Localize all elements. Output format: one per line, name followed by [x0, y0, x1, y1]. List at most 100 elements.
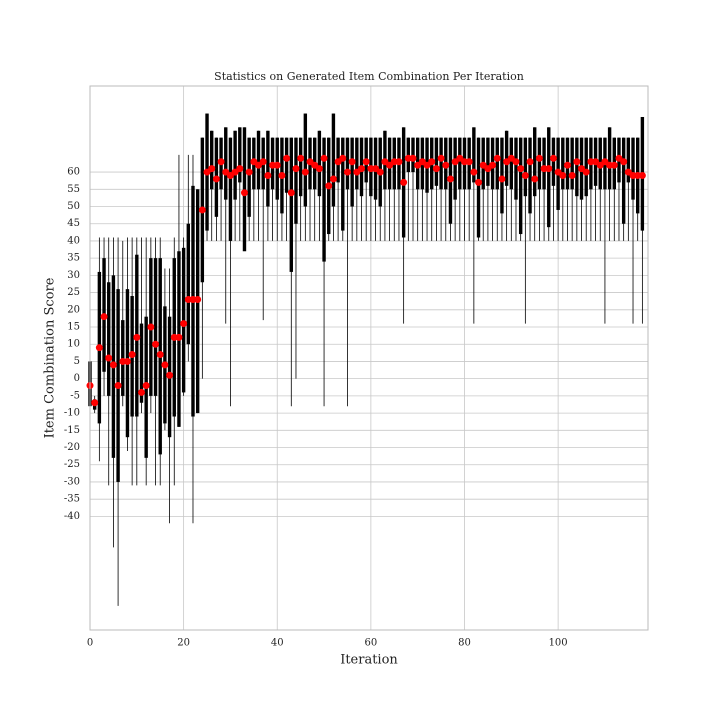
mean-dot: [409, 154, 417, 162]
mean-dot: [545, 165, 553, 173]
box: [486, 137, 490, 186]
plot-frame: [89, 85, 649, 631]
box: [537, 137, 542, 190]
mean-dot: [147, 323, 155, 331]
mean-dot: [582, 168, 590, 176]
box: [107, 282, 111, 396]
box: [575, 137, 579, 197]
y-tick-label: 10: [67, 339, 80, 350]
mean-dot: [161, 361, 169, 369]
box: [533, 127, 537, 197]
mean-dot: [475, 178, 483, 186]
box: [139, 323, 144, 403]
mean-dot: [610, 161, 618, 169]
mean-dot: [493, 154, 501, 162]
y-tick-label: 25: [67, 287, 80, 298]
box: [547, 127, 551, 228]
y-tick-label: -15: [64, 425, 80, 436]
box: [434, 137, 439, 186]
box: [186, 223, 191, 345]
box: [331, 113, 336, 207]
mean-dot: [442, 161, 450, 169]
x-tick-label: 100: [549, 638, 568, 649]
mean-dot: [236, 165, 244, 173]
box: [228, 137, 233, 241]
x-tick-label: 20: [177, 638, 190, 649]
mean-dot: [95, 344, 103, 352]
mean-dot: [198, 206, 206, 214]
x-tick-label: 0: [87, 638, 93, 649]
x-axis-label: Iteration: [340, 653, 398, 668]
mean-dot: [152, 340, 160, 348]
mean-dot: [240, 189, 248, 197]
y-tick-label: -30: [64, 476, 80, 487]
box: [514, 137, 518, 200]
mean-dot: [362, 158, 370, 166]
mean-dot: [325, 182, 333, 190]
mean-dot: [446, 175, 454, 183]
mean-dot: [559, 172, 567, 180]
box: [294, 137, 298, 224]
y-tick-label: 35: [67, 253, 80, 264]
box: [303, 113, 308, 207]
mean-dot: [437, 154, 445, 162]
box: [495, 137, 499, 190]
mean-dot: [175, 333, 183, 341]
box: [509, 137, 514, 190]
y-tick-label: -40: [64, 511, 80, 522]
mean-dot: [273, 161, 281, 169]
mean-dot: [245, 168, 253, 176]
mean-dot: [498, 175, 506, 183]
y-axis-label: Item Combination Score: [43, 277, 58, 438]
box: [256, 130, 261, 190]
chart-title: Statistics on Generated Item Combination…: [214, 70, 524, 83]
mean-dot: [315, 165, 323, 173]
x-tick-label: 80: [458, 638, 471, 649]
box: [523, 137, 528, 197]
mean-dot: [573, 158, 581, 166]
mean-dot: [194, 295, 202, 303]
box: [472, 127, 476, 183]
mean-dot: [109, 361, 117, 369]
mean-dot: [208, 165, 216, 173]
mean-dot: [292, 165, 300, 173]
box: [224, 127, 228, 200]
mean-dot: [568, 172, 576, 180]
mean-dot: [105, 354, 113, 362]
mean-dot: [348, 158, 356, 166]
y-tick-label: -35: [64, 494, 80, 505]
y-tick-label: 50: [67, 201, 80, 212]
mean-dot: [137, 388, 145, 396]
box: [528, 137, 532, 214]
y-tick-label: 55: [67, 184, 80, 195]
mean-dot: [531, 175, 539, 183]
mean-dot: [212, 175, 220, 183]
y-tick-label: 20: [67, 304, 80, 315]
mean-dot: [343, 168, 351, 176]
mean-dot: [428, 158, 436, 166]
box: [518, 137, 523, 235]
box: [621, 137, 626, 224]
y-tick-label: 0: [74, 373, 80, 384]
mean-dot: [128, 351, 136, 359]
y-tick-label: 60: [67, 167, 80, 178]
mean-dot: [549, 154, 557, 162]
y-tick-label: 15: [67, 322, 80, 333]
x-tick-label: 60: [365, 638, 378, 649]
y-tick-label: 5: [74, 356, 80, 367]
mean-dot: [133, 333, 141, 341]
box: [153, 258, 158, 396]
box: [458, 137, 462, 190]
box: [570, 137, 574, 190]
mean-dot: [376, 168, 384, 176]
box: [317, 130, 322, 197]
mean-dot: [100, 313, 108, 321]
marks: [86, 113, 646, 606]
y-tick-label: 30: [67, 270, 80, 281]
mean-dot: [278, 172, 286, 180]
mean-dot: [465, 158, 473, 166]
box: [210, 130, 214, 190]
mean-dot: [638, 172, 646, 180]
mean-dot: [320, 154, 328, 162]
